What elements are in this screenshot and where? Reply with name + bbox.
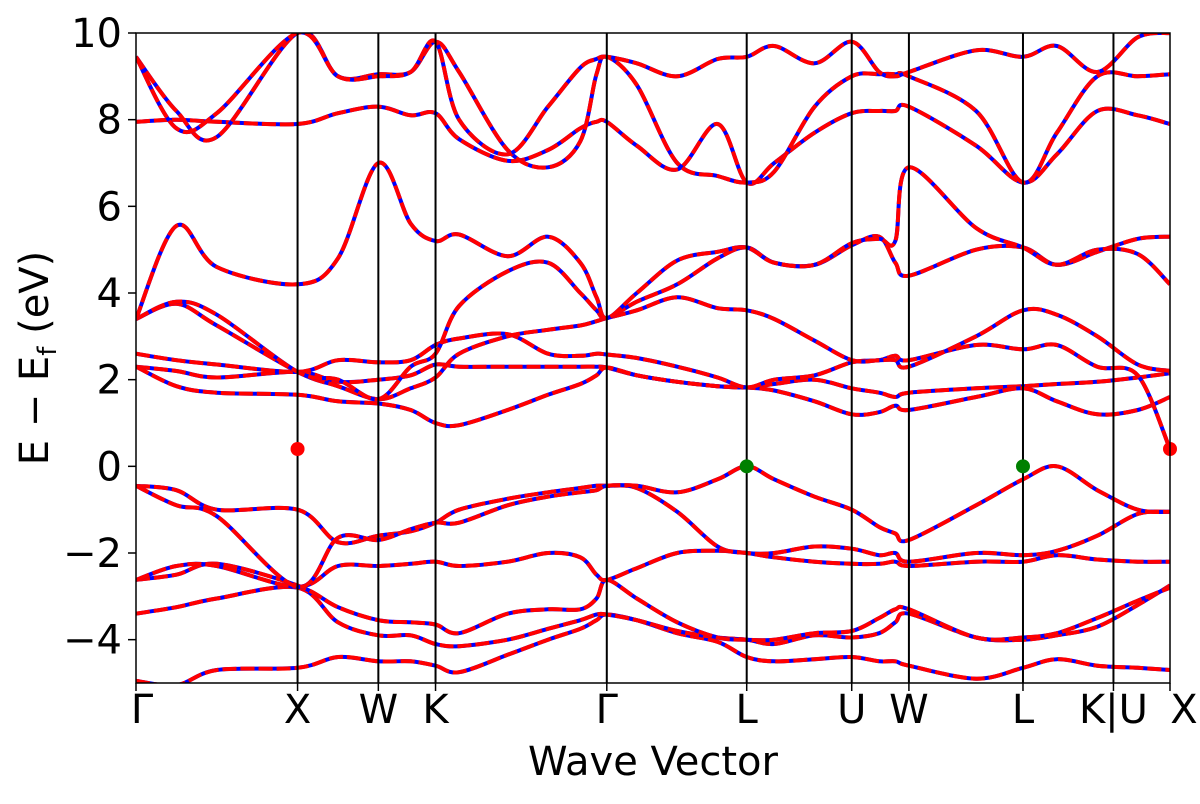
y-tick-label: 2 bbox=[97, 358, 122, 404]
marker-cbm-0 bbox=[290, 442, 305, 456]
y-axis-title-unit: (eV) bbox=[12, 251, 58, 347]
x-tick-label: X bbox=[284, 687, 311, 733]
y-tick-label: 8 bbox=[97, 98, 122, 144]
high-symmetry-lines bbox=[296, 33, 1115, 683]
band-line-solid-14 bbox=[136, 33, 1170, 157]
x-tick-label: X bbox=[1170, 687, 1197, 733]
y-tick-label: −2 bbox=[63, 531, 122, 577]
band-line-dashed-3 bbox=[136, 548, 1170, 589]
x-tick-label: Γ bbox=[131, 687, 154, 733]
x-ticks: Γ X W K Γ L U W L K|U X bbox=[131, 683, 1198, 733]
x-tick-label: L bbox=[736, 687, 759, 733]
marker-vbm-2 bbox=[739, 459, 754, 474]
x-tick-label: W bbox=[359, 687, 399, 733]
band-line-solid-10 bbox=[136, 234, 1170, 402]
y-axis-title-main: E − E bbox=[12, 356, 58, 466]
extrema-markers bbox=[290, 442, 1177, 474]
band-line-dashed-5 bbox=[136, 464, 1170, 589]
band-line-dashed-11 bbox=[136, 160, 1170, 321]
band-line-dashed-14 bbox=[136, 33, 1170, 157]
bands-layer bbox=[136, 33, 1170, 683]
marker-vbm-3 bbox=[1015, 459, 1030, 474]
y-tick-label: −4 bbox=[63, 618, 122, 664]
band-line-solid-5 bbox=[136, 464, 1170, 589]
y-axis-title: E − Ef (eV) bbox=[12, 251, 63, 466]
x-tick-label: L bbox=[1012, 687, 1035, 733]
x-axis-title: Wave Vector bbox=[528, 739, 779, 785]
y-axis-title-sub: f bbox=[33, 346, 63, 356]
y-tick-label: 10 bbox=[71, 11, 122, 57]
y-tick-label: 4 bbox=[97, 271, 122, 317]
x-tick-label: Γ bbox=[596, 687, 619, 733]
y-ticks: −4 −2 0 2 4 6 8 10 bbox=[63, 11, 136, 664]
band-line-dashed-4 bbox=[136, 483, 1170, 564]
x-tick-label: U bbox=[837, 687, 866, 733]
band-line-dashed-2 bbox=[136, 561, 1170, 643]
y-tick-label: 6 bbox=[97, 184, 122, 230]
band-line-dashed-8 bbox=[136, 331, 1170, 450]
y-tick-label: 0 bbox=[97, 444, 122, 490]
plot-frame bbox=[135, 32, 1171, 684]
band-line-solid-8 bbox=[136, 331, 1170, 450]
band-line-dashed-10 bbox=[136, 234, 1170, 402]
x-tick-label: K|U bbox=[1079, 687, 1148, 733]
x-tick-label: K bbox=[422, 687, 450, 733]
band-line-solid-2 bbox=[136, 561, 1170, 643]
band-line-dashed-12 bbox=[136, 102, 1170, 186]
band-line-solid-7 bbox=[136, 364, 1170, 429]
x-tick-label: W bbox=[889, 687, 929, 733]
band-line-dashed-0 bbox=[136, 612, 1170, 683]
band-line-dashed-7 bbox=[136, 364, 1170, 429]
